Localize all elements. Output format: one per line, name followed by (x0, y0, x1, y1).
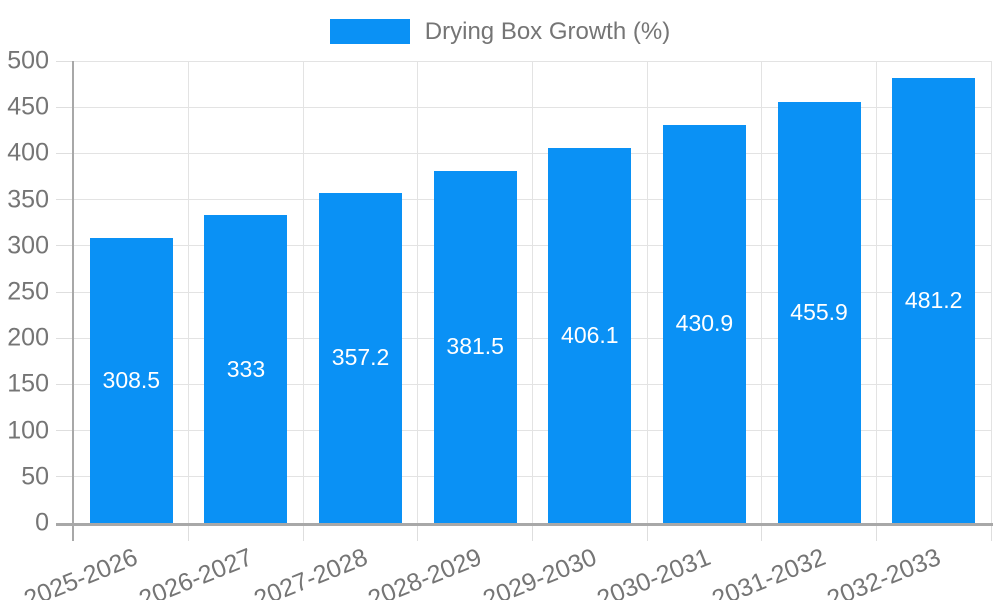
y-tick-mark (56, 245, 72, 247)
y-tick-label: 400 (7, 138, 49, 167)
x-tick-mark (188, 526, 190, 541)
x-tick-mark (302, 526, 304, 541)
bar: 357.2 (319, 192, 403, 523)
y-tick-label: 150 (7, 369, 49, 398)
legend-item[interactable]: Drying Box Growth (%) (329, 18, 671, 45)
gridline-vertical (417, 61, 419, 523)
gridline-vertical (532, 61, 533, 523)
y-tick-label: 300 (7, 231, 49, 260)
bar-value-label: 308.5 (102, 366, 161, 393)
y-tick-label: 200 (7, 323, 49, 352)
x-tick-mark (875, 526, 877, 541)
y-tick-mark (56, 383, 72, 385)
bar: 333 (204, 215, 288, 523)
bar: 455.9 (777, 101, 861, 523)
bar-value-label: 333 (226, 355, 266, 382)
bar: 308.5 (89, 237, 173, 523)
y-tick-mark (56, 152, 72, 154)
x-tick-mark (990, 526, 992, 541)
bar-value-label: 357.2 (331, 344, 390, 371)
legend: Drying Box Growth (%) (0, 19, 1000, 44)
y-tick-label: 50 (21, 462, 49, 491)
legend-swatch (329, 19, 410, 44)
y-tick-mark (56, 106, 72, 108)
y-tick-mark (56, 337, 72, 339)
gridline-vertical (302, 61, 304, 523)
y-tick-label: 450 (7, 92, 49, 121)
legend-label: Drying Box Growth (%) (424, 18, 671, 45)
y-tick-label: 0 (35, 508, 49, 537)
x-axis-line (56, 523, 993, 526)
y-tick-label: 350 (7, 185, 49, 214)
y-tick-mark (56, 199, 72, 201)
gridline-vertical (875, 61, 877, 523)
y-tick-mark (56, 476, 72, 478)
bar: 406.1 (548, 147, 632, 523)
bar-value-label: 430.9 (675, 310, 734, 337)
y-tick-mark (56, 60, 72, 62)
x-tick-mark (532, 526, 533, 541)
bar: 481.2 (892, 78, 976, 523)
gridline-vertical (646, 61, 648, 523)
x-tick-mark (761, 526, 763, 541)
bar-value-label: 381.5 (446, 333, 504, 360)
y-tick-label: 100 (7, 416, 49, 445)
y-tick-label: 250 (7, 277, 49, 306)
gridline-vertical (990, 61, 992, 523)
gridline-vertical (188, 61, 190, 523)
bar-value-label: 406.1 (561, 321, 619, 348)
bar-value-label: 481.2 (904, 287, 963, 314)
x-tick-mark (417, 526, 419, 541)
bar: 381.5 (433, 170, 517, 523)
bar: 430.9 (662, 124, 746, 523)
x-tick-label: 2025-2026 (20, 543, 142, 600)
y-tick-mark (56, 430, 72, 432)
x-tick-mark (646, 526, 648, 541)
y-tick-label: 500 (7, 46, 49, 75)
plot-area: 0 50 100 150 200 250 300 350 400 450 500 308.5 333 35… (7, 47, 993, 600)
y-axis-line (72, 61, 74, 541)
gridline-vertical (761, 61, 763, 523)
y-tick-mark (56, 291, 72, 293)
bar-value-label: 455.9 (790, 298, 848, 325)
